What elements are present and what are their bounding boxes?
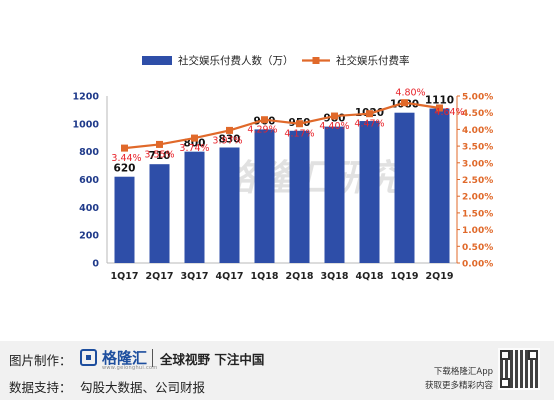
chart: 格隆汇研究0200400600800100012000.00%0.50%1.00… xyxy=(73,54,494,282)
credit-label: 图片制作： xyxy=(9,353,72,368)
rate-value-label: 4.40% xyxy=(319,121,349,132)
rate-marker xyxy=(401,99,408,107)
rate-marker xyxy=(296,120,303,128)
rate-marker xyxy=(436,104,443,112)
x-tick-label: 1Q18 xyxy=(251,271,279,282)
bar xyxy=(394,112,415,263)
legend-line-marker xyxy=(312,57,320,64)
footer: 图片制作： 格隆汇 www.gelonghui.com 全球视野 下注中国 数据… xyxy=(0,341,554,400)
x-tick-label: 2Q19 xyxy=(426,271,454,282)
bar xyxy=(289,130,310,263)
bar xyxy=(359,121,380,263)
right-tick-label: 3.00% xyxy=(462,159,493,169)
rate-value-label: 4.64% xyxy=(434,107,464,118)
source-text: 勾股大数据、公司财报 xyxy=(80,380,206,395)
qr-code-icon[interactable] xyxy=(498,348,540,390)
left-tick-label: 600 xyxy=(79,175,99,186)
right-tick-label: 2.50% xyxy=(462,176,493,186)
bar xyxy=(254,129,275,263)
bar-value-label: 800 xyxy=(184,138,206,150)
bar xyxy=(219,147,240,263)
legend-bar-label: 社交娱乐付费人数（万） xyxy=(178,54,294,67)
app-download-text: 下载格隆汇App xyxy=(433,367,493,377)
rate-line xyxy=(124,101,440,150)
logo-icon xyxy=(80,349,97,366)
x-tick-label: 4Q18 xyxy=(356,271,384,282)
right-tick-label: 0.00% xyxy=(462,260,493,270)
x-tick-label: 3Q17 xyxy=(181,271,209,282)
bar-value-label: 710 xyxy=(149,150,171,162)
left-tick-label: 1000 xyxy=(73,119,100,130)
legend-line-label: 社交娱乐付费率 xyxy=(336,54,410,67)
source-label: 数据支持： xyxy=(9,380,72,395)
rate-value-label: 4.47% xyxy=(354,119,384,130)
x-tick-label: 2Q18 xyxy=(286,271,314,282)
left-tick-label: 200 xyxy=(79,231,99,242)
x-tick-label: 1Q19 xyxy=(391,271,419,282)
right-tick-label: 5.00% xyxy=(462,93,493,103)
left-tick-label: 1200 xyxy=(73,92,100,103)
right-tick-label: 1.00% xyxy=(462,226,493,236)
bar xyxy=(429,108,450,264)
x-tick-label: 3Q18 xyxy=(321,271,349,282)
rate-value-label: 3.55% xyxy=(144,149,174,160)
bar-value-label: 1110 xyxy=(425,95,454,107)
rate-marker xyxy=(156,140,163,148)
right-tick-label: 3.50% xyxy=(462,143,493,153)
x-tick-label: 2Q17 xyxy=(146,271,174,282)
bar xyxy=(324,126,345,263)
bar-value-label: 620 xyxy=(114,163,136,175)
legend-bar-swatch xyxy=(142,56,172,65)
rate-value-label: 4.29% xyxy=(247,125,277,136)
bar-value-label: 830 xyxy=(219,133,241,145)
rate-marker xyxy=(331,112,338,120)
logo-url: www.gelonghui.com xyxy=(102,365,158,371)
right-tick-label: 4.50% xyxy=(462,109,493,119)
bar xyxy=(184,151,205,263)
x-tick-label: 4Q17 xyxy=(216,271,244,282)
x-tick-label: 1Q17 xyxy=(111,271,139,282)
right-tick-label: 2.00% xyxy=(462,193,493,203)
right-tick-label: 4.00% xyxy=(462,126,493,136)
right-tick-label: 1.50% xyxy=(462,209,493,219)
bar xyxy=(149,164,170,263)
app-more-text: 获取更多精彩内容 xyxy=(424,381,493,391)
footer-divider xyxy=(152,349,153,367)
left-tick-label: 400 xyxy=(79,203,99,214)
right-tick-label: 0.50% xyxy=(462,243,493,253)
slogan: 全球视野 下注中国 xyxy=(160,352,265,367)
left-tick-label: 800 xyxy=(79,147,99,158)
rate-marker xyxy=(261,116,268,124)
logo-name: 格隆汇 xyxy=(102,349,148,367)
rate-value-label: 4.17% xyxy=(284,129,314,140)
rate-value-label: 3.74% xyxy=(179,143,209,154)
rate-value-label: 3.97% xyxy=(212,135,242,146)
rate-value-label: 3.44% xyxy=(111,153,141,164)
rate-marker xyxy=(191,134,198,142)
rate-value-label: 4.80% xyxy=(395,88,425,99)
rate-marker xyxy=(366,110,373,118)
rate-marker xyxy=(121,144,128,152)
left-tick-label: 0 xyxy=(92,259,99,270)
bar xyxy=(114,176,135,263)
rate-marker xyxy=(226,126,233,134)
